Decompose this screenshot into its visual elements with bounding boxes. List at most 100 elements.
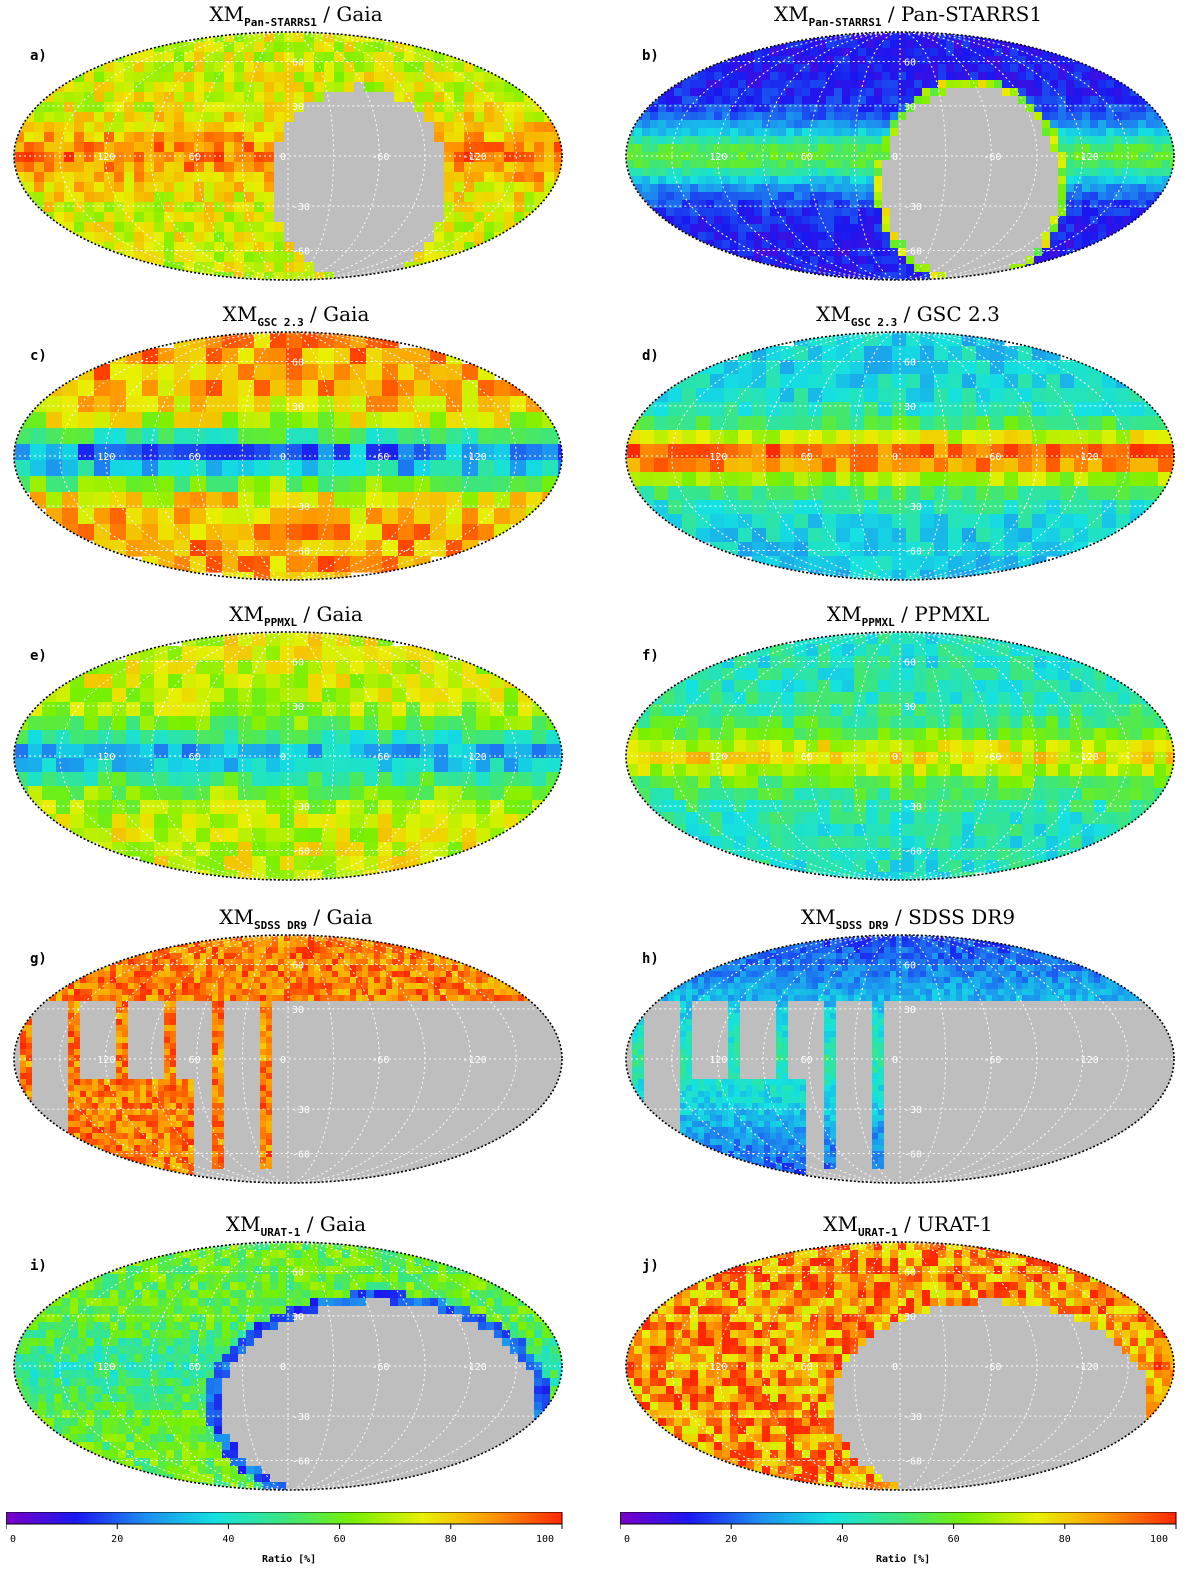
map-pixel bbox=[154, 800, 169, 815]
map-pixel bbox=[682, 88, 691, 97]
map-pixel bbox=[1106, 136, 1115, 145]
map-pixel bbox=[998, 716, 1011, 729]
map-pixel bbox=[494, 162, 505, 173]
map-pixel bbox=[698, 232, 707, 241]
map-pixel bbox=[34, 142, 45, 153]
map-pixel bbox=[690, 216, 699, 225]
map-pixel bbox=[364, 252, 375, 263]
map-pixel bbox=[144, 152, 155, 163]
map-pixel bbox=[746, 740, 759, 753]
map-pixel bbox=[1058, 216, 1067, 225]
map-pixel bbox=[204, 152, 215, 163]
map-pixel bbox=[914, 160, 923, 169]
map-pixel bbox=[174, 524, 191, 541]
map-pixel bbox=[224, 222, 235, 233]
map-pixel bbox=[1114, 184, 1123, 193]
map-pixel bbox=[454, 242, 465, 253]
map-pixel bbox=[454, 132, 465, 143]
map-pixel bbox=[794, 704, 807, 717]
map-pixel bbox=[850, 332, 865, 347]
map-pixel bbox=[446, 412, 463, 429]
map-pixel bbox=[504, 192, 515, 203]
map-pixel bbox=[650, 728, 663, 741]
map-pixel bbox=[1074, 444, 1089, 459]
map-pixel bbox=[398, 540, 415, 557]
map-pixel bbox=[962, 728, 975, 741]
map-pixel bbox=[722, 96, 731, 105]
map-pixel bbox=[866, 272, 875, 280]
map-pixel bbox=[836, 444, 851, 459]
map-pixel bbox=[1042, 176, 1051, 185]
map-pixel bbox=[434, 660, 449, 675]
map-pixel bbox=[1034, 80, 1043, 89]
map-pixel bbox=[874, 176, 883, 185]
map-pixel bbox=[222, 444, 239, 461]
map-pixel bbox=[144, 112, 155, 123]
map-pixel bbox=[394, 242, 405, 253]
map-pixel bbox=[182, 758, 197, 773]
map-pixel bbox=[484, 222, 495, 233]
map-pixel bbox=[190, 364, 207, 381]
map-pixel bbox=[866, 40, 875, 49]
map-pixel bbox=[978, 192, 987, 201]
map-pixel bbox=[476, 828, 491, 843]
map-pixel bbox=[1004, 500, 1019, 515]
map-pixel bbox=[802, 48, 811, 57]
map-pixel bbox=[44, 142, 55, 153]
map-pixel bbox=[254, 572, 271, 580]
map-pixel bbox=[318, 444, 335, 461]
map-pixel bbox=[808, 542, 823, 557]
panel-title-rest: / Gaia bbox=[297, 602, 363, 626]
map-pixel bbox=[224, 716, 239, 731]
map-pixel bbox=[970, 208, 979, 217]
map-pixel bbox=[878, 416, 893, 431]
map-pixel bbox=[890, 152, 899, 161]
map-pixel bbox=[350, 646, 365, 661]
map-pixel bbox=[780, 416, 795, 431]
map-pixel bbox=[818, 232, 827, 241]
map-pixel bbox=[922, 232, 931, 241]
map-pixel bbox=[546, 758, 561, 773]
map-pixel bbox=[114, 232, 125, 243]
map-pixel bbox=[454, 192, 465, 203]
map-pixel bbox=[922, 176, 931, 185]
map-pixel bbox=[204, 262, 215, 273]
map-pixel bbox=[514, 102, 525, 113]
map-pixel bbox=[334, 540, 351, 557]
map-pixel bbox=[454, 232, 465, 243]
map-pixel bbox=[414, 492, 431, 509]
map-pixel bbox=[994, 48, 1003, 57]
map-pixel bbox=[454, 202, 465, 213]
map-pixel bbox=[336, 744, 351, 759]
map-pixel bbox=[84, 152, 95, 163]
map-pixel bbox=[74, 212, 85, 223]
map-pixel bbox=[194, 182, 205, 193]
map-pixel bbox=[98, 688, 113, 703]
map-pixel bbox=[930, 264, 939, 273]
map-pixel bbox=[658, 136, 667, 145]
map-pixel bbox=[302, 364, 319, 381]
map-pixel bbox=[808, 388, 823, 403]
map-pixel bbox=[794, 80, 803, 89]
map-pixel bbox=[134, 202, 145, 213]
map-pixel bbox=[962, 168, 971, 177]
map-pixel bbox=[1166, 728, 1174, 741]
map-pixel bbox=[954, 224, 963, 233]
map-pixel bbox=[126, 842, 141, 857]
map-pixel bbox=[526, 412, 543, 429]
map-pixel bbox=[1026, 248, 1035, 257]
map-pixel bbox=[1094, 728, 1107, 741]
map-pixel bbox=[906, 112, 915, 121]
map-pixel bbox=[444, 52, 455, 63]
map-pixel bbox=[1146, 192, 1155, 201]
map-pixel bbox=[94, 172, 105, 183]
map-pixel bbox=[1098, 80, 1107, 89]
map-pixel bbox=[978, 144, 987, 153]
map-pixel bbox=[284, 42, 295, 53]
map-pixel bbox=[1046, 514, 1061, 529]
map-pixel bbox=[484, 232, 495, 243]
map-pixel bbox=[424, 252, 435, 263]
map-pixel bbox=[404, 132, 415, 143]
map-pixel bbox=[350, 674, 365, 689]
map-pixel bbox=[434, 242, 445, 253]
